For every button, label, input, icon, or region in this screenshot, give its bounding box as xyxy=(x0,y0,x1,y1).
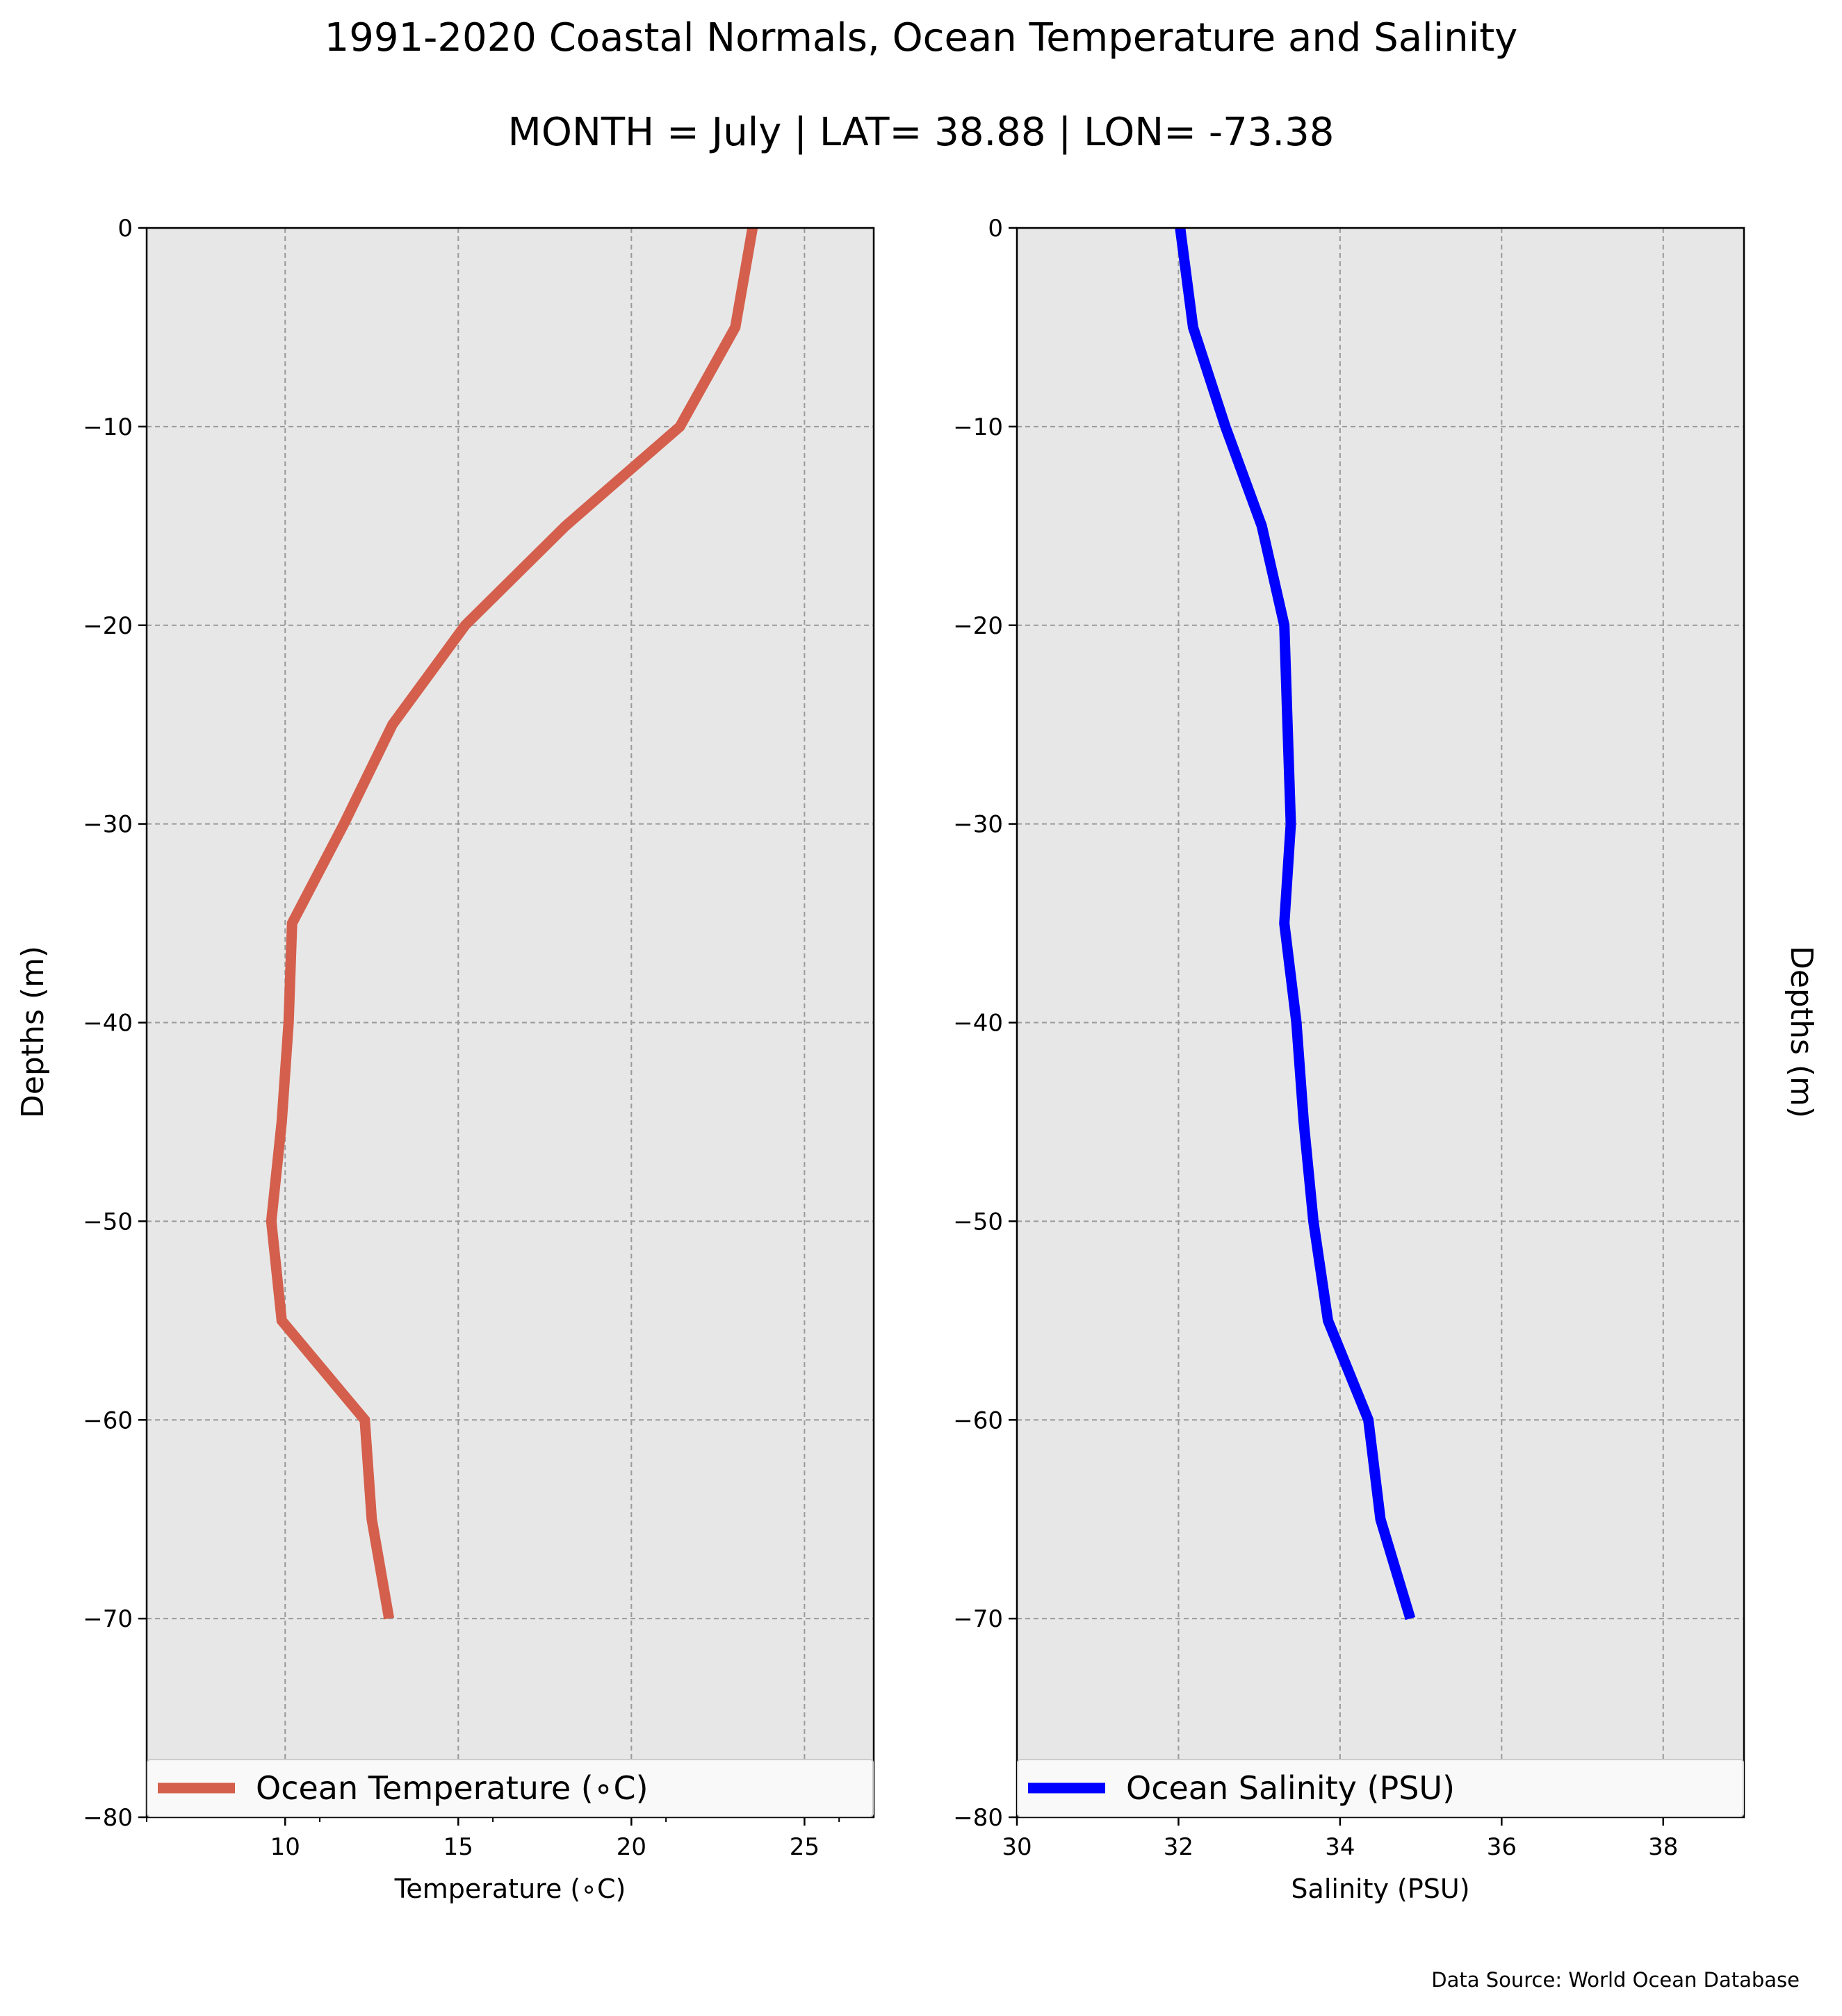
y-tick-label: −40 xyxy=(83,1010,133,1038)
y-tick-label: 0 xyxy=(988,215,1003,243)
y-tick-label: −70 xyxy=(83,1605,133,1633)
y-tick-label: −50 xyxy=(83,1208,133,1236)
y-tick-label: −20 xyxy=(83,612,133,640)
x-tick-label: 36 xyxy=(1487,1833,1517,1861)
y-tick-label: −30 xyxy=(953,811,1003,839)
x-tick-label: 15 xyxy=(443,1833,473,1861)
y-tick-label: −50 xyxy=(953,1208,1003,1236)
y-tick-label: −40 xyxy=(953,1010,1003,1038)
y-tick-label: −80 xyxy=(953,1804,1003,1832)
legend-box xyxy=(1017,1759,1744,1817)
y-tick-label: −10 xyxy=(953,413,1003,441)
x-tick-label: 38 xyxy=(1648,1833,1678,1861)
salinity-line xyxy=(1175,227,1416,1621)
y-tick-label: −60 xyxy=(953,1407,1003,1434)
temperature-line xyxy=(266,227,758,1620)
x-tick-label: 10 xyxy=(270,1833,300,1861)
x-tick-label: 20 xyxy=(617,1833,646,1861)
x-tick-label: 32 xyxy=(1164,1833,1193,1861)
y-tick-label: −60 xyxy=(83,1407,133,1434)
y-tick-label: −10 xyxy=(83,413,133,441)
y-axis-label-left: Depths (m) xyxy=(15,946,51,1118)
y-axis-label-right: Depths (m) xyxy=(1784,946,1819,1118)
legend-label: Ocean Salinity (PSU) xyxy=(1126,1769,1455,1807)
legend-box xyxy=(147,1759,874,1817)
x-tick-label: 34 xyxy=(1325,1833,1355,1861)
data-source-note: Data Source: World Ocean Database xyxy=(1431,1968,1800,1992)
x-axis-label: Salinity (PSU) xyxy=(1291,1874,1469,1904)
y-tick-label: −70 xyxy=(953,1605,1003,1633)
legend-label: Ocean Temperature (∘C) xyxy=(256,1769,649,1807)
x-tick-label: 25 xyxy=(790,1833,820,1861)
x-axis-label: Temperature (∘C) xyxy=(394,1874,626,1904)
y-tick-label: −30 xyxy=(83,811,133,839)
chart-subtitle: MONTH = July | LAT= 38.88 | LON= -73.38 xyxy=(507,110,1335,155)
chart-title: 1991-2020 Coastal Normals, Ocean Tempera… xyxy=(324,15,1518,60)
temperature-panel: 0 −10 −20 −30 −40 −50 −60 −70 −80 10 15 20 25 Tempera… xyxy=(83,215,875,1904)
y-tick-label: −20 xyxy=(953,612,1003,640)
y-tick-label: −80 xyxy=(83,1804,133,1832)
x-tick-label: 30 xyxy=(1002,1833,1032,1861)
y-tick-label: 0 xyxy=(117,215,133,243)
